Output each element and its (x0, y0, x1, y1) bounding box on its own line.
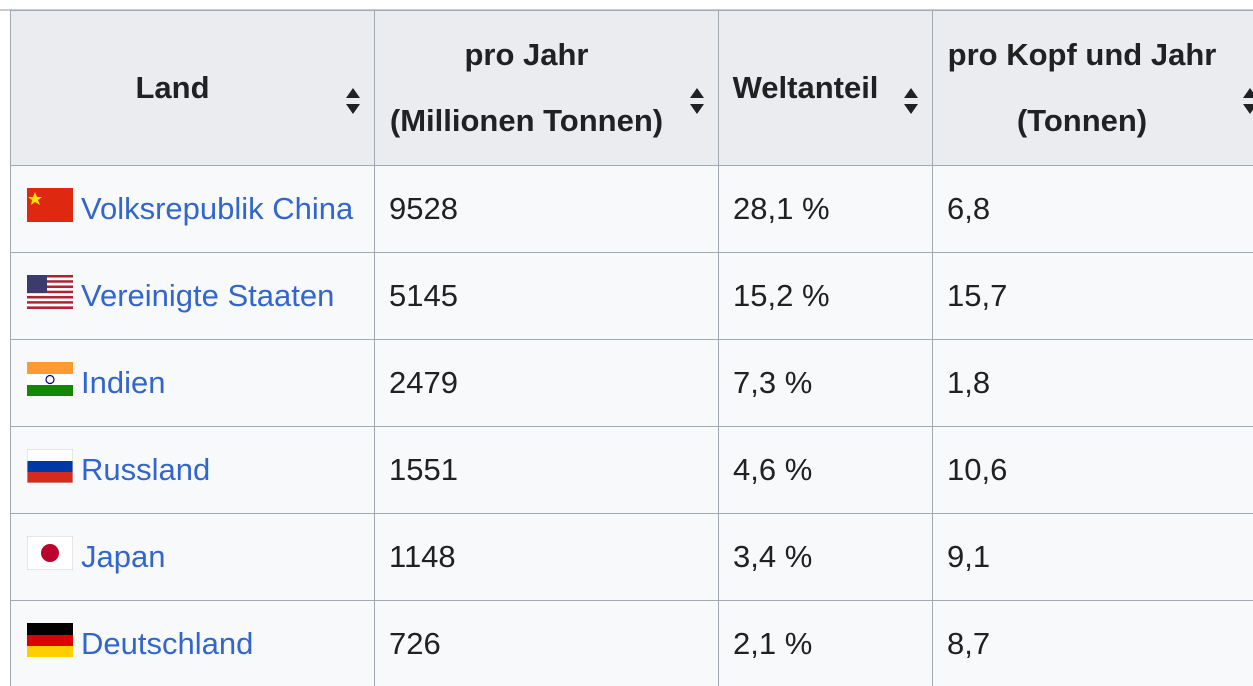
country-link[interactable]: Volksrepublik China (81, 191, 354, 226)
cell-text: 2479 (389, 365, 458, 400)
header-line: (Tonnen) (1016, 103, 1148, 138)
table-cell: Deutschland (10, 600, 375, 686)
table-cell: 7,3 % (718, 339, 933, 427)
table-cell: Russland (10, 426, 375, 514)
table-cell: 4,6 % (718, 426, 933, 514)
table-cell: Vereinigte Staaten (10, 252, 375, 340)
header-line: pro Kopf und Jahr (947, 37, 1217, 72)
header-line: pro Jahr (464, 37, 589, 72)
table-cell: 9528 (374, 165, 719, 253)
flag (27, 623, 73, 665)
table-cell: 3,4 % (718, 513, 933, 601)
flag (27, 362, 73, 404)
column-header[interactable]: Land (10, 10, 375, 166)
flag (26, 535, 74, 578)
cell-text: 1,8 (947, 365, 991, 400)
table-cell: 10,6 (932, 426, 1253, 514)
table-cell: 2,1 % (718, 600, 933, 686)
country-link[interactable]: Indien (81, 365, 166, 400)
table-cell: 1148 (374, 513, 719, 601)
table-cell: Indien (10, 339, 375, 427)
table-cell: 5145 (374, 252, 719, 340)
table-cell: 9,1 (932, 513, 1253, 601)
cell-text: 3,4 % (733, 539, 813, 574)
table-cell: 6,8 (932, 165, 1253, 253)
cell-text: 15,2 % (733, 278, 830, 313)
cell-text: 1148 (389, 539, 456, 574)
cell-text: 15,7 (947, 278, 1008, 313)
sort-button[interactable] (344, 73, 362, 139)
column-header[interactable]: pro Kopf und Jahr (Tonnen) (932, 10, 1253, 166)
table-cell: Volksrepublik China (10, 165, 375, 253)
cell-text: 28,1 % (733, 191, 830, 226)
table-cell: 28,1 % (718, 165, 933, 253)
table-cell: 1,8 (932, 339, 1253, 427)
cell-text: 726 (389, 626, 441, 661)
cell-text: 4,6 % (733, 452, 813, 487)
header-line: Land (135, 70, 210, 105)
cell-text: 2,1 % (733, 626, 813, 661)
cell-text: 9528 (389, 191, 458, 226)
table-cell: 15,2 % (718, 252, 933, 340)
cell-text: 6,8 (947, 191, 991, 226)
flag (27, 188, 73, 230)
cell-text: 8,7 (947, 626, 991, 661)
table-cell: 8,7 (932, 600, 1253, 686)
table-cell: 2479 (374, 339, 719, 427)
table-cell: 15,7 (932, 252, 1253, 340)
table-cell: 726 (374, 600, 719, 686)
cell-text: 9,1 (947, 539, 991, 574)
header-text: pro Kopf und Jahr (Tonnen) (948, 22, 1217, 154)
country-link[interactable]: Russland (81, 452, 211, 487)
column-header[interactable]: Weltanteil (718, 10, 933, 166)
header-text: Weltanteil (733, 55, 879, 121)
cell-text: 7,3 % (733, 365, 813, 400)
cell-text: 1551 (389, 452, 458, 487)
sort-button[interactable] (688, 73, 706, 139)
flag (26, 448, 74, 491)
table-cell: 1551 (374, 426, 719, 514)
country-link[interactable]: Vereinigte Staaten (81, 278, 335, 313)
country-link[interactable]: Deutschland (81, 626, 254, 661)
sort-button[interactable] (902, 73, 920, 139)
flag (27, 275, 73, 317)
country-link[interactable]: Japan (81, 539, 166, 574)
sort-button[interactable] (1241, 73, 1253, 139)
header-line: Weltanteil (732, 70, 879, 105)
header-text: pro Jahr (Millionen Tonnen) (390, 22, 663, 154)
header-text: Land (135, 55, 209, 121)
cell-text: 10,6 (947, 452, 1008, 487)
cell-text: 5145 (389, 278, 458, 313)
column-header[interactable]: pro Jahr (Millionen Tonnen) (374, 10, 719, 166)
table-cell: Japan (10, 513, 375, 601)
header-line: (Millionen Tonnen) (389, 103, 664, 138)
